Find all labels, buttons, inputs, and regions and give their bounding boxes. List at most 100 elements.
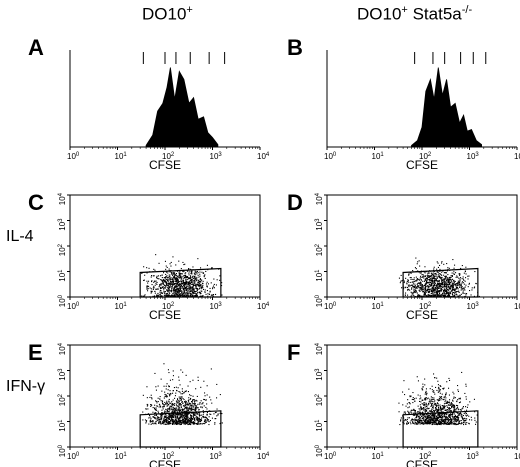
- x-tick-label: 101: [372, 302, 385, 311]
- event-dot: [186, 415, 188, 417]
- event-dot: [448, 295, 450, 297]
- event-dot: [468, 422, 470, 424]
- event-dot: [185, 294, 187, 296]
- event-dot: [192, 292, 194, 294]
- event-dot: [171, 410, 173, 412]
- event-dot: [169, 278, 171, 280]
- event-dot: [179, 415, 181, 417]
- event-dot: [423, 407, 425, 409]
- event-dot: [403, 282, 405, 284]
- event-dot: [166, 420, 168, 422]
- event-dot: [450, 282, 452, 284]
- row-label-il4: IL-4: [6, 228, 34, 245]
- event-dot: [453, 288, 455, 290]
- event-dot: [181, 294, 183, 296]
- x-tick-label: 103: [210, 152, 223, 161]
- event-dot: [413, 412, 415, 414]
- event-dot: [433, 410, 435, 412]
- event-dot: [457, 414, 459, 416]
- event-dot: [457, 286, 459, 288]
- event-dot: [430, 294, 432, 296]
- event-dot: [172, 416, 174, 418]
- event-dot: [164, 411, 166, 413]
- event-dot: [442, 416, 444, 418]
- event-dot: [446, 291, 448, 293]
- event-dot: [427, 294, 429, 296]
- event-dot: [186, 410, 188, 412]
- event-dot: [188, 399, 190, 401]
- event-dot: [414, 281, 416, 283]
- event-dot: [176, 414, 178, 416]
- event-dot: [172, 293, 174, 295]
- event-dot: [436, 406, 438, 408]
- event-dot: [188, 412, 190, 414]
- event-dot: [202, 283, 204, 285]
- event-dot: [165, 403, 167, 405]
- event-dot: [448, 287, 450, 289]
- event-dot: [167, 369, 169, 371]
- event-dot: [431, 400, 433, 402]
- event-dot: [164, 393, 166, 395]
- event-dot: [438, 407, 440, 409]
- event-dot: [420, 416, 422, 418]
- event-dot: [180, 415, 182, 417]
- event-dot: [422, 419, 424, 421]
- event-dot: [431, 280, 433, 282]
- event-dot: [454, 407, 456, 409]
- event-dot: [444, 401, 446, 403]
- event-dot: [184, 285, 186, 287]
- event-dot: [170, 393, 172, 395]
- event-dot: [197, 417, 199, 419]
- event-dot: [202, 402, 204, 404]
- event-dot: [453, 404, 455, 406]
- event-dot: [162, 286, 164, 288]
- event-dot: [190, 287, 192, 289]
- event-dot: [414, 285, 416, 287]
- event-dot: [168, 289, 170, 291]
- event-dot: [148, 423, 150, 425]
- event-dot: [155, 389, 157, 391]
- event-dot: [207, 293, 209, 295]
- event-dot: [474, 419, 476, 421]
- event-dot: [215, 293, 217, 295]
- event-dot: [181, 401, 183, 403]
- event-dot: [189, 287, 191, 289]
- event-dot: [202, 287, 204, 289]
- event-dot: [213, 278, 215, 280]
- event-dot: [194, 287, 196, 289]
- event-dot: [196, 295, 198, 297]
- event-dot: [453, 295, 455, 297]
- event-dot: [460, 285, 462, 287]
- event-dot: [187, 292, 189, 294]
- event-dot: [185, 282, 187, 284]
- event-dot: [185, 278, 187, 280]
- event-dot: [184, 275, 186, 277]
- event-dot: [175, 280, 177, 282]
- event-dot: [430, 421, 432, 423]
- event-dot: [178, 402, 180, 404]
- event-dot: [170, 282, 172, 284]
- event-dot: [189, 403, 191, 405]
- event-dot: [201, 406, 203, 408]
- event-dot: [190, 397, 192, 399]
- event-dot: [421, 399, 423, 401]
- event-dot: [431, 398, 433, 400]
- event-dot: [172, 414, 174, 416]
- event-dot: [427, 275, 429, 277]
- event-dot: [425, 286, 427, 288]
- event-dot: [451, 293, 453, 295]
- event-dot: [451, 272, 453, 274]
- x-tick-label: 104: [514, 452, 520, 461]
- event-dot: [412, 278, 414, 280]
- event-dot: [178, 291, 180, 293]
- event-dot: [181, 396, 183, 398]
- event-dot: [182, 415, 184, 417]
- event-dot: [186, 407, 188, 409]
- event-dot: [169, 271, 171, 273]
- event-dot: [440, 278, 442, 280]
- event-dot: [154, 292, 156, 294]
- event-dot: [154, 284, 156, 286]
- event-dot: [463, 421, 465, 423]
- event-dot: [423, 290, 425, 292]
- event-dot: [194, 277, 196, 279]
